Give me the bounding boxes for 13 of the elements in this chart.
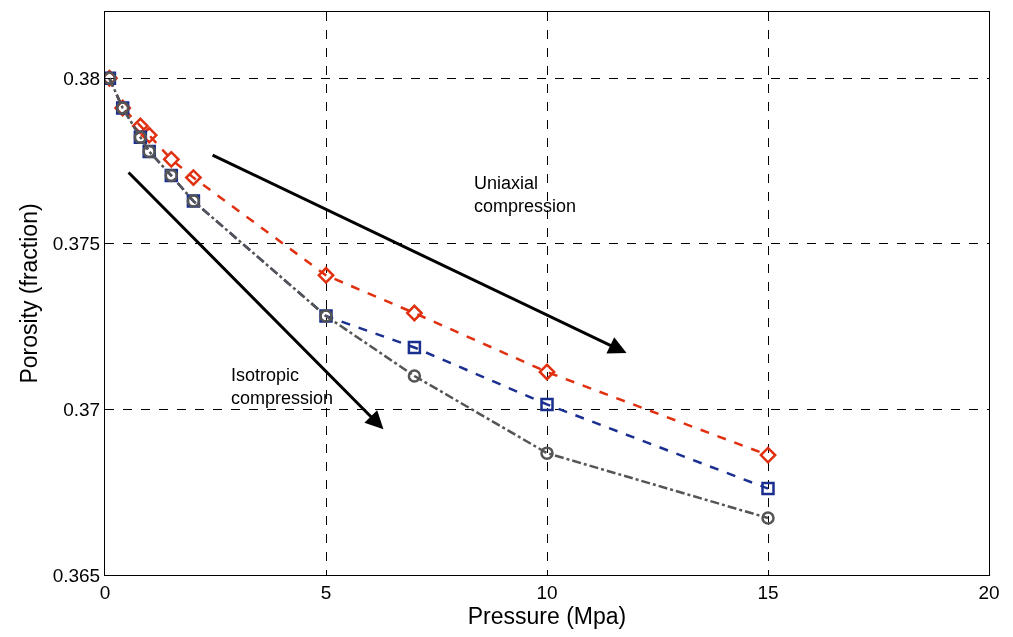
x-tick-label: 20: [978, 581, 1000, 603]
y-tick-label: 0.375: [52, 233, 101, 255]
x-tick-label: 10: [536, 581, 558, 603]
annotation: Isotropic compression: [231, 365, 334, 409]
annotation: Uniaxial compression: [474, 173, 577, 217]
y-tick-label: 0.37: [63, 399, 101, 421]
x-tick-label: 15: [757, 581, 779, 603]
y-tick-label: 0.365: [52, 564, 101, 586]
x-axis-title: Pressure (Mpa): [467, 602, 627, 629]
y-tick-label: 0.38: [63, 67, 101, 89]
x-tick-label: 0: [99, 581, 111, 603]
x-tick-label: 5: [320, 581, 332, 603]
y-axis-title: Porosity (fraction): [16, 203, 43, 384]
